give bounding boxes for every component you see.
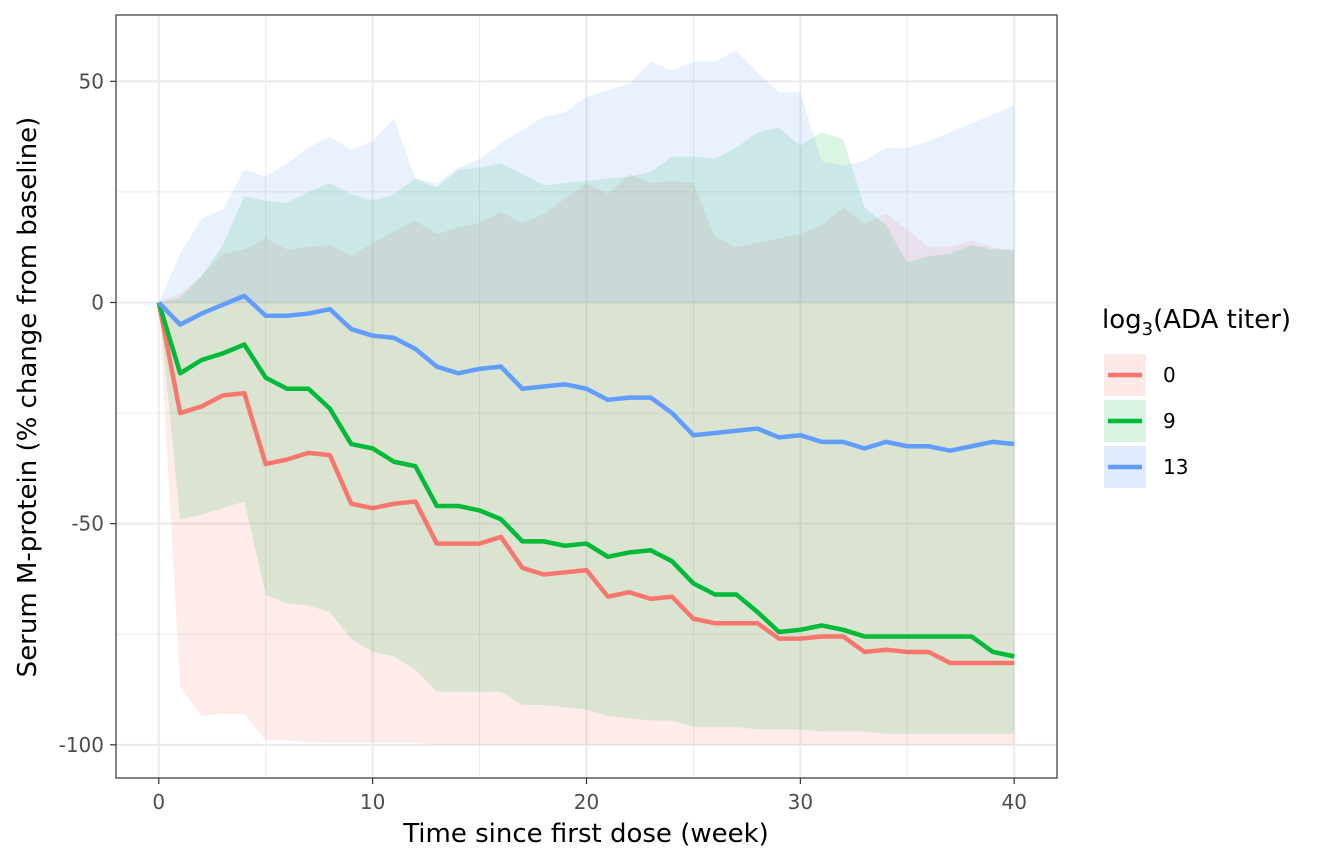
y-axis-tick-labels: 50 0 -50 -100 (59, 69, 104, 756)
ribbon-series-0 (158, 174, 1015, 745)
legend-label: 9 (1163, 409, 1176, 433)
legend-title: log3(ADA titer) (1102, 305, 1291, 340)
legend-title-text: (ADA titer) (1153, 305, 1291, 335)
legend-title-subscript: 3 (1142, 319, 1153, 340)
series-lines (156, 293, 1015, 666)
x-tick-label: 10 (360, 790, 385, 814)
y-tick-label: 50 (79, 69, 104, 93)
major-gridlines (116, 15, 1057, 778)
legend-keys: 0 9 13 (1104, 354, 1188, 488)
line-series-13 (157, 293, 1015, 453)
x-axis-tick-labels: 0 10 20 30 40 (152, 790, 1027, 814)
ribbon-series-13 (158, 50, 1015, 303)
line-series-0 (156, 302, 1015, 666)
y-tick-label: -50 (71, 512, 104, 536)
plot-panel (115, 14, 1058, 779)
legend-label: 0 (1163, 363, 1176, 387)
x-axis-title: Time since first dose (week) (402, 819, 769, 849)
x-tick-label: 20 (574, 790, 599, 814)
line-series-9 (156, 301, 1015, 659)
x-tick-label: 30 (788, 790, 813, 814)
ribbon-series-9 (158, 127, 1015, 734)
y-axis-title: Serum M-protein (% change from baseline) (13, 117, 43, 678)
y-tick-label: -100 (59, 733, 104, 757)
x-tick-label: 0 (152, 790, 165, 814)
legend-title-log: log (1102, 305, 1142, 335)
legend: log3(ADA titer) 0 9 13 (1102, 305, 1291, 488)
y-tick-label: 0 (91, 291, 104, 315)
axis-ticks (110, 80, 1015, 784)
confidence-ribbons (158, 50, 1015, 745)
x-tick-label: 40 (1002, 790, 1027, 814)
legend-label: 13 (1163, 455, 1188, 479)
